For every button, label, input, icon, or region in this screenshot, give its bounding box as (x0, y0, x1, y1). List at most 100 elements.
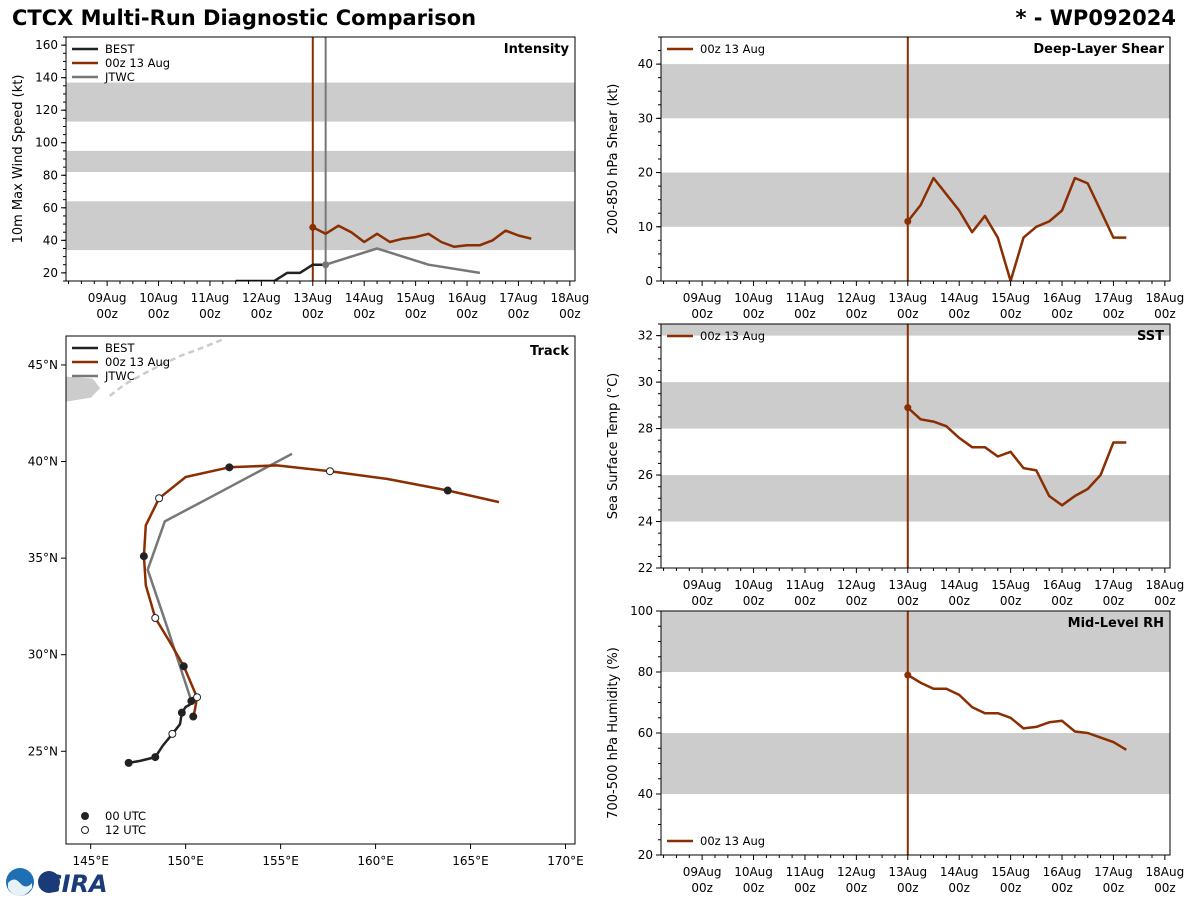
rh-xtick-sublabel: 00z (691, 881, 713, 895)
rh-band (661, 611, 1170, 672)
rh-xtick-label: 14Aug (940, 865, 979, 879)
shear-band (661, 64, 1170, 119)
intensity-marker (309, 223, 317, 231)
land-hokkaido (66, 376, 101, 402)
track-point-12utc (193, 693, 202, 702)
track-ytick-label: 30°N (28, 648, 58, 662)
rh-xtick-sublabel: 00z (897, 881, 919, 895)
track-point-12utc (155, 494, 164, 503)
track-ytick-label: 45°N (28, 358, 58, 372)
sst-marker (904, 404, 912, 412)
shear-xtick-label: 11Aug (786, 291, 825, 305)
shear-xtick-sublabel: 00z (794, 307, 816, 321)
shear-xtick-sublabel: 00z (948, 307, 970, 321)
shear-xtick-label: 10Aug (734, 291, 773, 305)
rh-ytick-label: 60 (638, 726, 653, 740)
track-legend-label: JTWC (104, 369, 135, 383)
track-marker-legend-symbol (81, 826, 89, 834)
rh-ylabel: 700-500 hPa Humidity (%) (606, 647, 621, 819)
rh-ytick-label: 40 (638, 787, 653, 801)
intensity-legend-label: BEST (105, 42, 135, 56)
track-point-00utc (151, 753, 160, 762)
shear-ylabel: 200-850 hPa Shear (kt) (606, 84, 621, 235)
rh-xtick-sublabel: 00z (743, 881, 765, 895)
track-title: Track (530, 344, 569, 359)
track-point-00utc (225, 463, 234, 472)
shear-ytick-label: 30 (638, 111, 653, 125)
track-xtick-label: 155°E (262, 854, 299, 868)
sst-xtick-label: 14Aug (940, 578, 979, 592)
intensity-xtick-label: 12Aug (242, 291, 281, 305)
sst-xtick-label: 10Aug (734, 578, 773, 592)
rh-marker (904, 671, 912, 679)
intensity-series-jtwc (325, 247, 481, 275)
rh-xtick-label: 09Aug (683, 865, 722, 879)
rh-frame (660, 610, 1171, 856)
track-jtwc (146, 452, 293, 702)
track-best (128, 696, 195, 765)
intensity-ytick-label: 60 (43, 201, 58, 215)
sst-band (661, 475, 1170, 522)
rh-xtick-label: 12Aug (837, 865, 876, 879)
rh-xtick-label: 13Aug (888, 865, 927, 879)
rh-xtick-sublabel: 00z (1103, 881, 1125, 895)
track-marker-legend-symbol (81, 812, 89, 820)
sst-xtick-sublabel: 00z (794, 594, 816, 608)
track-point-12utc (151, 614, 160, 623)
rh-xtick-sublabel: 00z (794, 881, 816, 895)
track-point-12utc (168, 729, 177, 738)
track-point-12utc (325, 467, 334, 476)
sst-band (661, 324, 1170, 336)
rh-legend-label: 00z 13 Aug (700, 834, 765, 848)
rh-title: Mid-Level RH (1068, 616, 1164, 631)
sst-ytick-label: 22 (638, 561, 653, 575)
shear-xtick-label: 09Aug (683, 291, 722, 305)
sst-xtick-sublabel: 00z (897, 594, 919, 608)
sst-xtick-sublabel: 00z (1000, 594, 1022, 608)
sst-xtick-sublabel: 00z (1103, 594, 1125, 608)
intensity-xtick-label: 15Aug (396, 291, 435, 305)
track-ytick-label: 35°N (28, 551, 58, 565)
shear-marker (904, 217, 912, 225)
rh-series-00z-13-aug (907, 673, 1127, 751)
sst-panel: 22 24 26 28 30 32 09Aug 00z 10Aug 00z 11Aug 00z 12Au… (606, 323, 1185, 608)
intensity-band (66, 82, 575, 122)
intensity-xtick-sublabel: 00z (559, 307, 581, 321)
sst-legend-label: 00z 13 Aug (700, 329, 765, 343)
sst-xtick-label: 18Aug (1146, 578, 1185, 592)
track-marker-legend-label: 12 UTC (105, 823, 146, 837)
track-00z-13-aug (142, 464, 500, 717)
rh-ytick-label: 20 (638, 848, 653, 862)
intensity-ytick-label: 120 (35, 103, 58, 117)
intensity-xtick-label: 17Aug (499, 291, 538, 305)
intensity-ytick-label: 80 (43, 168, 58, 182)
sst-xtick-label: 12Aug (837, 578, 876, 592)
intensity-xtick-sublabel: 00z (251, 307, 273, 321)
shear-xtick-sublabel: 00z (1000, 307, 1022, 321)
shear-ytick-label: 40 (638, 57, 653, 71)
intensity-xtick-sublabel: 00z (96, 307, 118, 321)
shear-xtick-sublabel: 00z (1103, 307, 1125, 321)
shear-xtick-sublabel: 00z (1154, 307, 1176, 321)
intensity-xtick-label: 18Aug (551, 291, 590, 305)
rh-xtick-label: 15Aug (991, 865, 1030, 879)
sst-ytick-label: 24 (638, 515, 653, 529)
storm-id-title: * - WP092024 (1015, 6, 1176, 30)
noaa-wave-icon (8, 879, 32, 896)
sst-series-00z-13-aug (906, 406, 1127, 507)
track-xtick-label: 160°E (357, 854, 394, 868)
rh-xtick-sublabel: 00z (1154, 881, 1176, 895)
sst-xtick-label: 16Aug (1043, 578, 1082, 592)
track-legend-label: 00z 13 Aug (105, 355, 170, 369)
track-point-00utc (139, 552, 148, 561)
shear-xtick-sublabel: 00z (846, 307, 868, 321)
intensity-xtick-sublabel: 00z (405, 307, 427, 321)
shear-xtick-sublabel: 00z (691, 307, 713, 321)
intensity-ytick-label: 100 (35, 136, 58, 150)
rh-ytick-label: 100 (630, 604, 653, 618)
intensity-series-00z-13-aug (312, 224, 532, 249)
intensity-ytick-label: 20 (43, 266, 58, 280)
shear-ytick-label: 20 (638, 166, 653, 180)
sst-xtick-sublabel: 00z (691, 594, 713, 608)
